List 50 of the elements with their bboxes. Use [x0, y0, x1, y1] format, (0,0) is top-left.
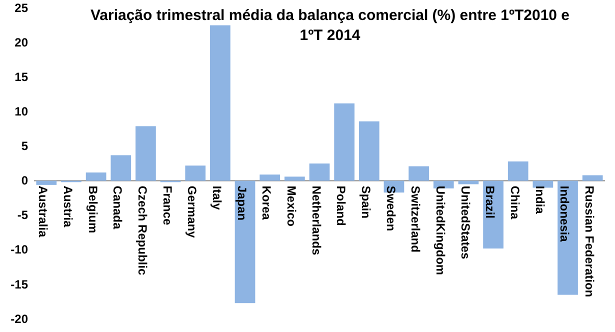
x-tick-label: China — [508, 186, 522, 220]
x-tick-label: France — [160, 186, 174, 226]
y-tick-label: 15 — [14, 70, 28, 84]
bar — [358, 121, 380, 181]
y-tick-label: -10 — [10, 242, 28, 257]
x-tick-label: Russian Federation — [582, 186, 596, 298]
x-tick-label: Austria — [61, 186, 76, 228]
bar — [210, 25, 230, 181]
x-tick-label: Switzerland — [408, 186, 423, 252]
x-tick-label: Mexico — [284, 186, 298, 226]
x-tick-label: Germany — [185, 186, 200, 238]
bar — [185, 166, 206, 181]
y-tick-label: -15 — [10, 277, 28, 292]
y-tick-label: 5 — [21, 139, 28, 154]
y-tick-label: 10 — [14, 104, 28, 119]
x-tick-label: Belgium — [86, 186, 100, 234]
text: Variação trimestral média da balança comercial (%) entre 1ºT2010 e 1ºT 2014 — [90, 7, 570, 44]
x-tick-label: Spain — [358, 186, 373, 218]
y-tick-label: 20 — [14, 35, 28, 50]
x-tick-label: Brazil — [483, 186, 498, 218]
x-tick-label: UnitedStates — [458, 186, 472, 260]
y-tick-label: -20 — [10, 312, 28, 326]
bar — [260, 174, 280, 181]
x-tick-label: Australia — [36, 186, 50, 238]
x-tick-label: Italy — [210, 186, 224, 210]
y-tick-label: 0 — [21, 174, 28, 188]
x-tick-label: Canada — [110, 186, 125, 230]
bar — [136, 126, 156, 181]
x-tick-label: Netherlands — [309, 186, 324, 256]
x-tick-label: Czech Republic — [136, 186, 150, 276]
x-tick-label: Poland — [334, 186, 348, 226]
y-tick-label: 25 — [14, 0, 28, 15]
x-tick-label: India — [532, 186, 547, 214]
bar — [36, 180, 57, 185]
x-tick-label: Japan — [234, 186, 249, 220]
x-tick-label: Indonesia — [558, 186, 572, 242]
y-tick-label: -5 — [17, 208, 28, 222]
bar — [284, 176, 305, 181]
x-tick-label: UnitedKingdom — [433, 186, 448, 276]
bar — [110, 155, 132, 181]
bar — [234, 180, 256, 304]
bar — [334, 103, 355, 181]
bar — [508, 161, 528, 181]
bar — [558, 180, 578, 295]
x-tick-label: Korea — [260, 186, 274, 220]
bar — [86, 172, 106, 181]
bar — [582, 175, 603, 181]
bar — [408, 166, 429, 181]
x-tick-label: Sweden — [384, 186, 398, 232]
bar — [309, 164, 330, 181]
